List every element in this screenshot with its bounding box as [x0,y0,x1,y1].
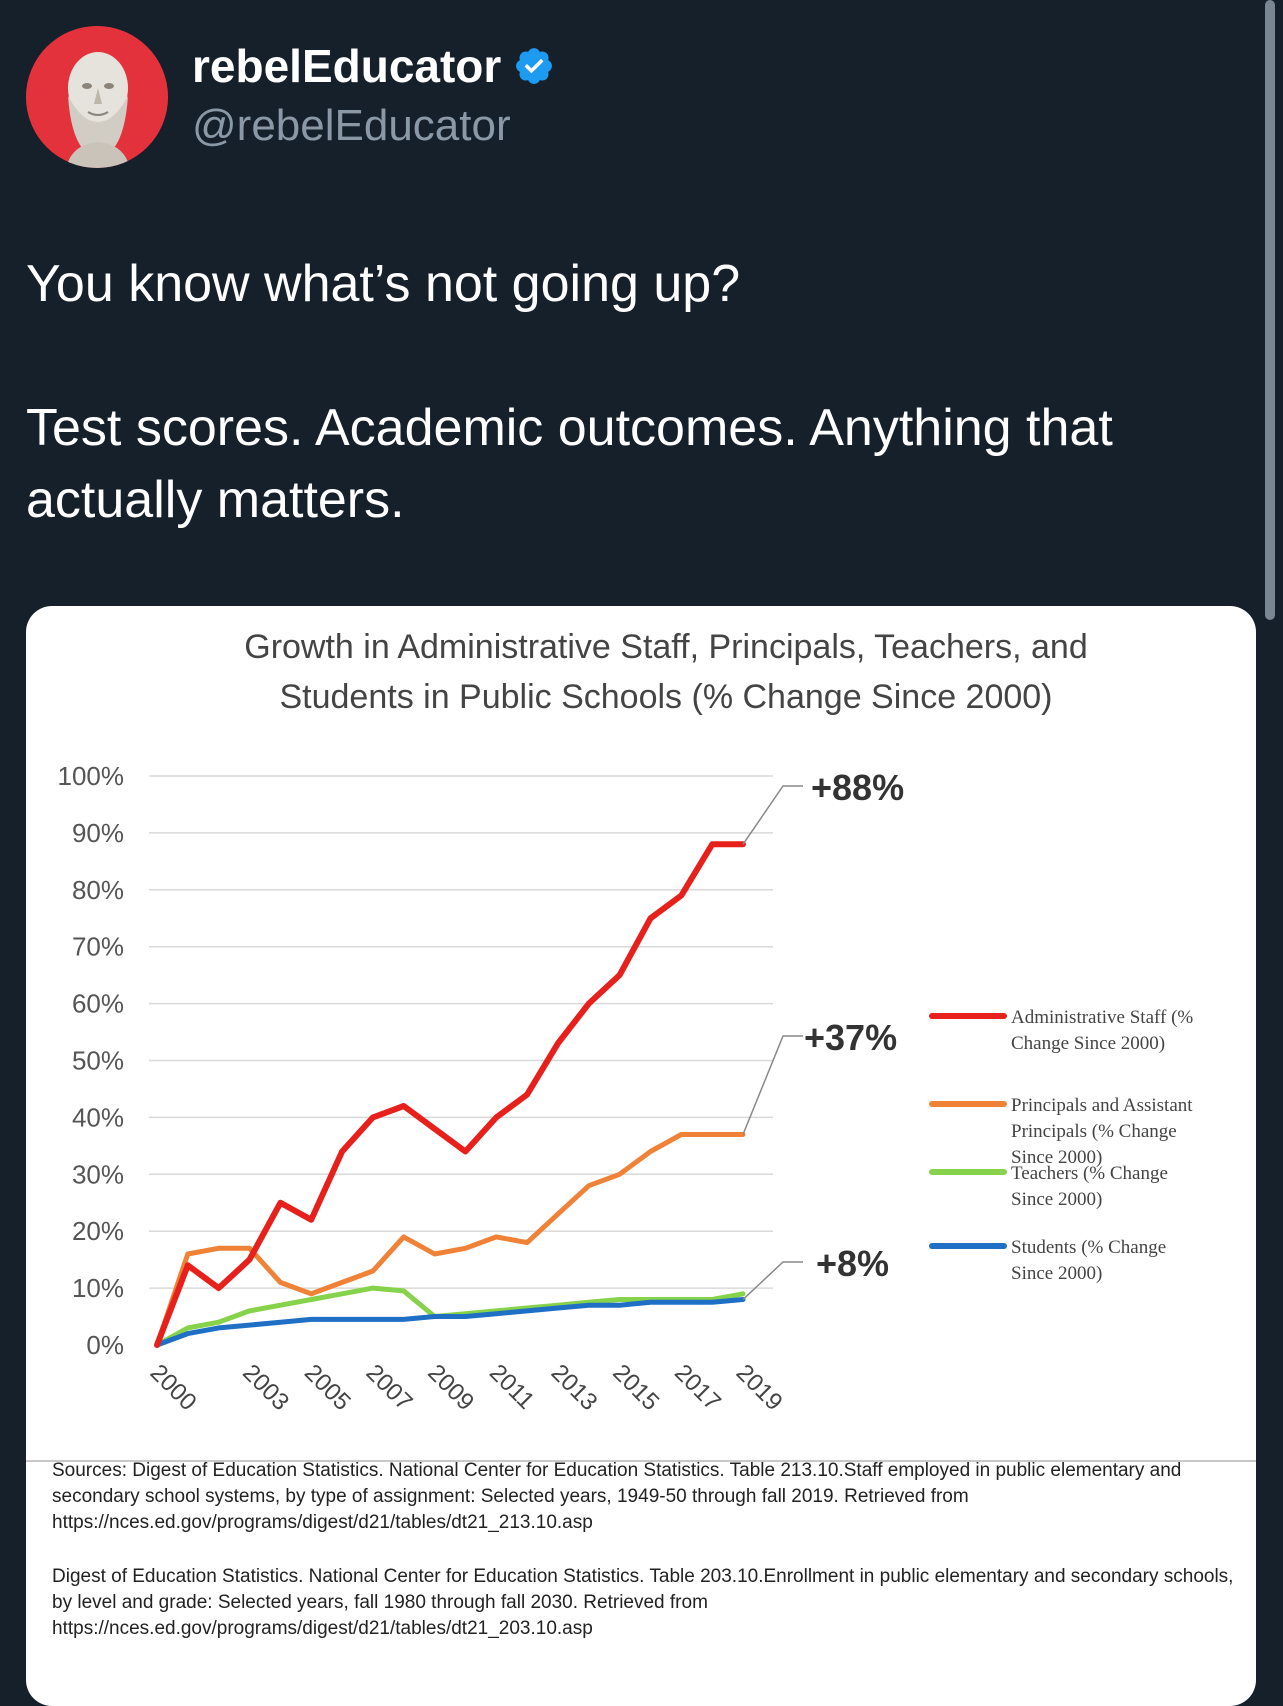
y-tick-label: 10% [72,1273,124,1303]
verified-badge-icon [516,48,553,84]
y-tick-label: 20% [72,1216,124,1246]
legend-label: Since 2000) [1011,1263,1102,1284]
y-tick-label: 80% [72,875,124,905]
legend-label: Principals (% Change [1011,1121,1177,1142]
chart-legend: Administrative Staff (% Change Since 2000… [929,1007,1193,1284]
x-tick-label: 2011 [484,1359,540,1415]
chart-title-line-2: Students in Public Schools (% Change Sin… [279,678,1052,716]
author-display-name[interactable]: rebelEducator [192,38,555,94]
legend-label: Students (% Change [1011,1237,1166,1258]
tweet-paragraph: You know what’s not going up? [26,255,741,313]
legend-label: Administrative Staff (% [1011,1007,1193,1028]
tweet-text: You know what’s not going up? Test score… [26,248,1226,536]
y-tick-label: 40% [72,1102,124,1132]
source-paragraph: Digest of Education Statistics. National… [52,1566,1234,1639]
tweet-media-image[interactable]: Growth in Administrative Staff, Principa… [26,606,1256,1706]
bust-portrait-icon [26,26,168,168]
callout-label: +8% [816,1243,889,1284]
callout-leader [742,1261,803,1301]
legend-label: Change Since 2000) [1011,1033,1165,1054]
y-axis-tick-labels: 100% 90% 80% 70% 60% 50% 40% 30% 20% 10% 0% [58,761,125,1360]
series-line [154,841,746,1348]
legend-label: Since 2000) [1011,1189,1102,1210]
scrollbar[interactable] [1265,0,1275,620]
author-display-name-text: rebelEducator [192,40,502,92]
author-handle[interactable]: @rebelEducator [192,101,511,150]
y-tick-label: 100% [58,761,125,791]
x-axis-tick-labels: 2000 2003 2005 2007 2009 2011 2013 2015 2017 2019 [145,1359,788,1416]
line-chart: Growth in Administrative Staff, Principa… [58,628,1194,1416]
y-tick-label: 30% [72,1159,124,1189]
callout-leader [742,1035,803,1135]
chart-callouts: +88% +37% +8% [742,767,904,1301]
legend-label: Teachers (% Change [1011,1163,1168,1184]
y-tick-label: 90% [72,818,124,848]
x-tick-label: 2009 [422,1359,479,1416]
chart-sources: Sources: Digest of Education Statistics.… [52,1458,1242,1642]
callout-leader [742,785,803,845]
chart-series [154,841,746,1348]
author-avatar[interactable] [26,26,168,168]
callout-label: +37% [804,1017,897,1058]
chart-title-line-1: Growth in Administrative Staff, Principa… [244,628,1087,666]
x-tick-label: 2007 [361,1359,418,1416]
tweet-paragraph: Test scores. Academic outcomes. Anything… [26,399,1113,529]
x-tick-label: 2003 [237,1359,294,1416]
y-tick-label: 0% [86,1330,124,1360]
y-tick-label: 70% [72,932,124,962]
sources-divider [26,1460,1256,1462]
source-paragraph: Sources: Digest of Education Statistics.… [52,1460,1182,1533]
series-line [154,1297,746,1348]
y-tick-label: 50% [72,1046,124,1076]
callout-label: +88% [811,767,904,808]
chart-gridlines [149,775,773,1289]
x-tick-label: 2017 [669,1359,726,1416]
x-tick-label: 2015 [607,1359,664,1416]
y-tick-label: 60% [72,989,124,1019]
legend-label: Principals and Assistant [1011,1095,1193,1116]
x-tick-label: 2000 [145,1359,202,1416]
legend-label: Since 2000) [1011,1147,1102,1168]
x-tick-label: 2005 [299,1359,356,1416]
x-tick-label: 2013 [546,1359,603,1416]
x-tick-label: 2019 [731,1359,788,1416]
